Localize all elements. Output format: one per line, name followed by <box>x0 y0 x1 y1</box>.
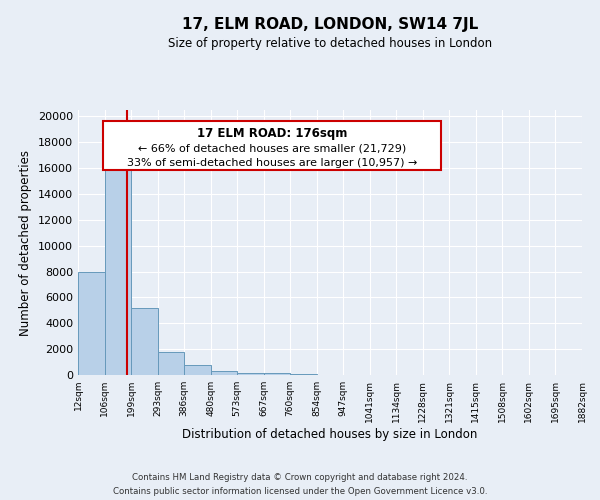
Text: Contains HM Land Registry data © Crown copyright and database right 2024.: Contains HM Land Registry data © Crown c… <box>132 472 468 482</box>
Bar <box>104 162 131 375</box>
Bar <box>184 366 211 375</box>
Text: 33% of semi-detached houses are larger (10,957) →: 33% of semi-detached houses are larger (… <box>127 158 417 168</box>
Y-axis label: Number of detached properties: Number of detached properties <box>19 150 32 336</box>
Bar <box>131 308 158 375</box>
Bar <box>290 374 317 375</box>
Bar <box>78 272 104 375</box>
Bar <box>158 352 184 375</box>
Text: 17, ELM ROAD, LONDON, SW14 7JL: 17, ELM ROAD, LONDON, SW14 7JL <box>182 18 478 32</box>
Text: ← 66% of detached houses are smaller (21,729): ← 66% of detached houses are smaller (21… <box>138 143 406 153</box>
Text: Contains public sector information licensed under the Open Government Licence v3: Contains public sector information licen… <box>113 488 487 496</box>
Bar <box>237 373 263 375</box>
Text: Size of property relative to detached houses in London: Size of property relative to detached ho… <box>168 38 492 51</box>
Bar <box>263 374 290 375</box>
FancyBboxPatch shape <box>103 120 441 170</box>
Bar <box>211 372 237 375</box>
X-axis label: Distribution of detached houses by size in London: Distribution of detached houses by size … <box>182 428 478 440</box>
Text: 17 ELM ROAD: 176sqm: 17 ELM ROAD: 176sqm <box>197 127 347 140</box>
